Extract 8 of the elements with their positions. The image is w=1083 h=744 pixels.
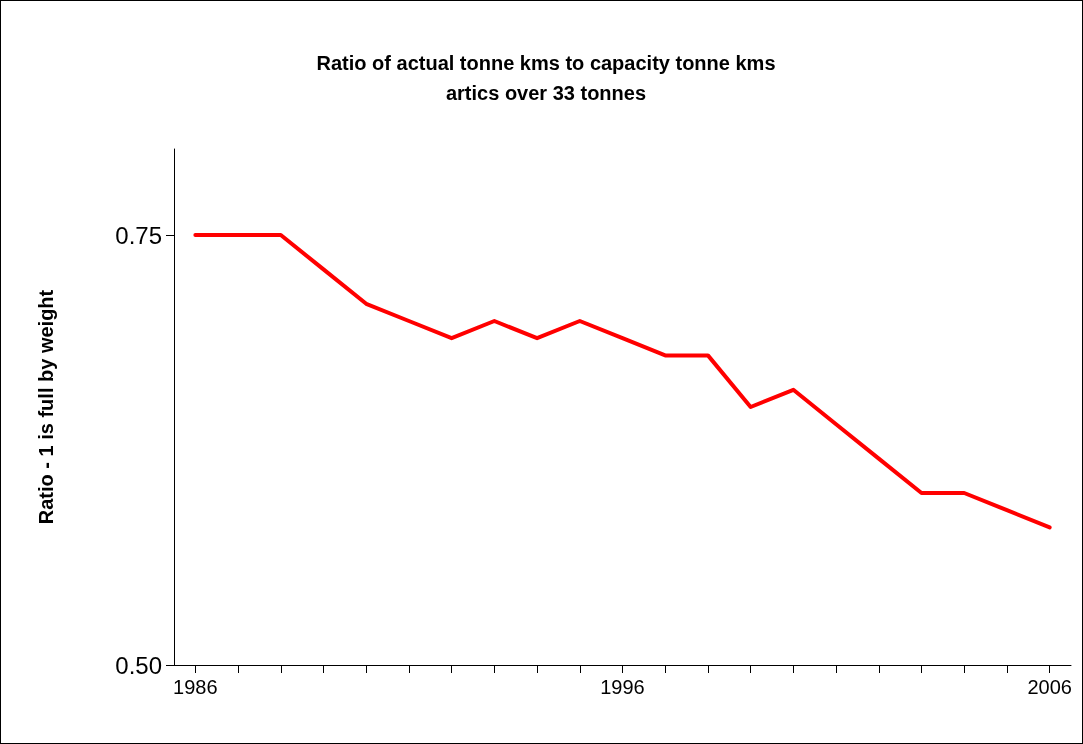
y-tick-label: 0.50 xyxy=(115,651,162,679)
x-tick-label: 1986 xyxy=(173,676,218,698)
x-tick-label: 2006 xyxy=(1027,676,1072,698)
y-axis-title: Ratio - 1 is full by weight xyxy=(35,289,57,525)
line-series xyxy=(193,233,1052,530)
chart-title: Ratio of actual tonne kms to capacity tonne kms artics over 33 tonnes xyxy=(316,52,776,104)
y-tick-label: 0.75 xyxy=(115,221,162,249)
x-tick-label: 1996 xyxy=(600,676,645,698)
